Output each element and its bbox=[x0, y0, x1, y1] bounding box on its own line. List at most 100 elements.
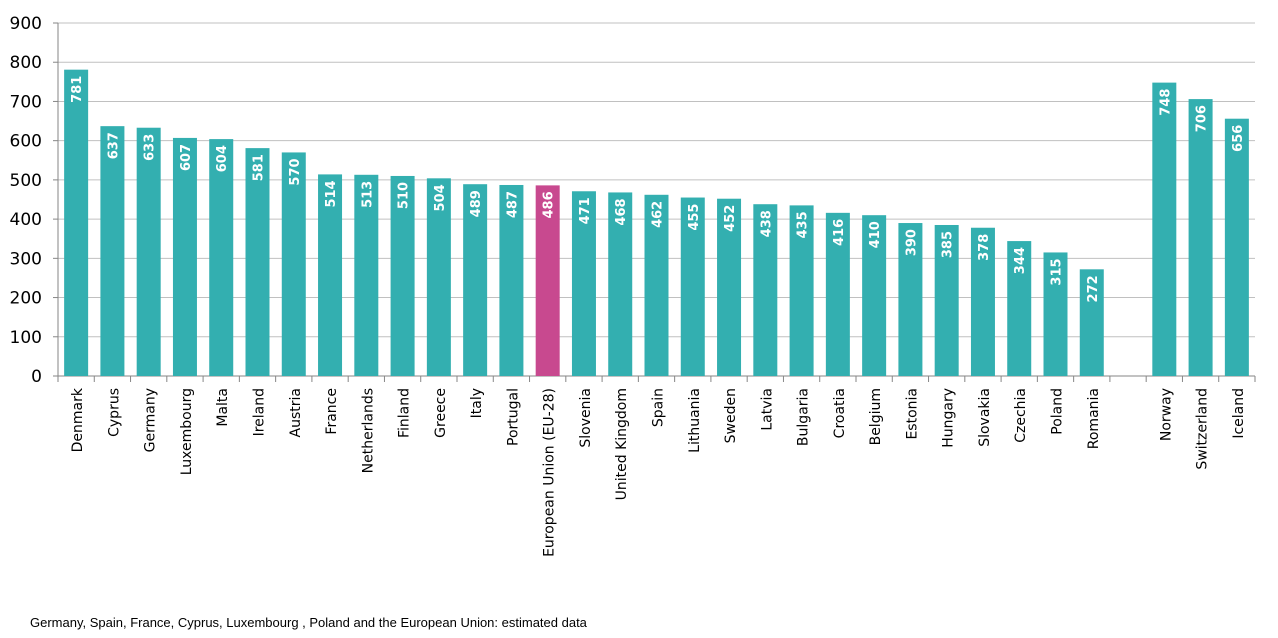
data-label: 455 bbox=[687, 204, 702, 231]
bar bbox=[1188, 99, 1213, 376]
x-tick-label: Netherlands bbox=[360, 388, 376, 473]
data-label: 315 bbox=[1050, 258, 1065, 285]
x-tick-label: Poland bbox=[1050, 388, 1066, 435]
bar bbox=[717, 198, 742, 376]
x-tick-label: Slovenia bbox=[578, 388, 594, 448]
x-tick-label: European Union (EU-28) bbox=[542, 388, 558, 557]
data-label: 748 bbox=[1158, 89, 1173, 116]
bar bbox=[571, 191, 596, 376]
data-label: 781 bbox=[70, 76, 85, 103]
data-label: 471 bbox=[578, 197, 593, 224]
data-label: 390 bbox=[904, 229, 919, 256]
x-tick-label: Ireland bbox=[252, 388, 268, 436]
x-tick-label: Switzerland bbox=[1195, 388, 1211, 470]
x-tick-label: Spain bbox=[651, 388, 667, 427]
bar bbox=[1152, 82, 1177, 377]
data-label: 416 bbox=[832, 219, 847, 246]
x-tick-label: Croatia bbox=[832, 388, 848, 438]
data-label: 452 bbox=[723, 205, 738, 232]
x-tick-label: Malta bbox=[215, 388, 231, 427]
x-tick-label: Hungary bbox=[941, 388, 957, 448]
bar bbox=[934, 224, 959, 376]
data-label: 637 bbox=[106, 132, 121, 159]
y-tick-label: 800 bbox=[10, 53, 42, 73]
bar bbox=[789, 205, 814, 376]
bar bbox=[390, 175, 415, 376]
x-tick-label: Lithuania bbox=[687, 388, 703, 453]
x-tick-label: France bbox=[324, 388, 340, 435]
x-tick-label: Norway bbox=[1158, 388, 1174, 441]
x-tick-label: United Kingdom bbox=[614, 388, 630, 500]
x-tick-label: Belgium bbox=[868, 388, 884, 445]
bar bbox=[318, 174, 343, 376]
x-tick-label: Romania bbox=[1086, 388, 1102, 449]
y-tick-label: 100 bbox=[10, 328, 42, 348]
data-label: 435 bbox=[796, 211, 811, 238]
bar-chart: 0 100 200 300 400 500 600 700 800 900 781 Denmark 63… bbox=[10, 14, 1256, 557]
x-tick-label: Denmark bbox=[70, 387, 86, 452]
data-label: 487 bbox=[505, 191, 520, 218]
y-tick-label: 400 bbox=[10, 210, 42, 230]
data-label: 385 bbox=[941, 231, 956, 258]
bar bbox=[898, 223, 923, 376]
x-tick-label: Greece bbox=[433, 388, 449, 438]
bar bbox=[1007, 241, 1032, 376]
bar bbox=[499, 184, 524, 376]
data-label: 706 bbox=[1195, 105, 1210, 132]
y-tick-label: 200 bbox=[10, 289, 42, 309]
y-tick-label: 500 bbox=[10, 171, 42, 191]
x-tick-label: Estonia bbox=[904, 388, 920, 440]
data-label: 513 bbox=[360, 181, 375, 208]
footnote: Germany, Spain, France, Cyprus, Luxembou… bbox=[30, 615, 587, 630]
bar bbox=[426, 178, 451, 376]
x-tick-label: Luxembourg bbox=[179, 388, 195, 475]
y-tick-label: 300 bbox=[10, 249, 42, 269]
bar bbox=[209, 139, 234, 376]
bar bbox=[64, 69, 89, 377]
data-label: 468 bbox=[614, 198, 629, 225]
y-tick-label: 600 bbox=[10, 132, 42, 152]
y-tick-label: 700 bbox=[10, 92, 42, 112]
bar bbox=[281, 152, 306, 376]
data-label: 486 bbox=[542, 191, 557, 218]
y-tick-label: 0 bbox=[31, 367, 42, 387]
data-label: 438 bbox=[759, 210, 774, 237]
x-tick-label: Cyprus bbox=[106, 388, 122, 437]
y-tick-label: 900 bbox=[10, 14, 42, 34]
data-label: 504 bbox=[433, 184, 448, 211]
bar bbox=[136, 127, 161, 377]
data-label: 344 bbox=[1013, 247, 1028, 274]
data-label: 633 bbox=[143, 134, 158, 161]
data-label: 410 bbox=[868, 221, 883, 248]
data-label: 656 bbox=[1231, 125, 1246, 152]
bar bbox=[100, 126, 125, 376]
bar bbox=[753, 204, 778, 376]
data-label: 570 bbox=[288, 158, 303, 185]
data-label: 489 bbox=[469, 190, 484, 217]
x-tick-label: Slovakia bbox=[977, 388, 993, 447]
x-tick-label: Czechia bbox=[1013, 388, 1029, 443]
x-tick-label: Germany bbox=[143, 388, 159, 452]
bar bbox=[535, 185, 560, 376]
x-tick-label: Latvia bbox=[759, 388, 775, 431]
x-tick-label: Iceland bbox=[1231, 388, 1247, 439]
data-label: 378 bbox=[977, 234, 992, 261]
data-label: 604 bbox=[215, 145, 230, 172]
bar bbox=[463, 184, 488, 376]
data-label: 272 bbox=[1086, 275, 1101, 302]
data-label: 514 bbox=[324, 180, 339, 207]
bar bbox=[644, 194, 669, 376]
bar bbox=[172, 137, 197, 376]
bar bbox=[245, 148, 270, 376]
bar bbox=[608, 192, 633, 376]
data-label: 581 bbox=[252, 154, 267, 181]
bar bbox=[970, 227, 995, 376]
x-tick-label: Austria bbox=[288, 388, 304, 437]
bar bbox=[1079, 269, 1104, 376]
x-tick-label: Italy bbox=[469, 388, 485, 418]
x-tick-label: Finland bbox=[397, 388, 413, 438]
bar bbox=[680, 197, 705, 376]
x-tick-label: Portugal bbox=[505, 388, 521, 446]
bar bbox=[1043, 252, 1068, 376]
bar bbox=[1224, 118, 1249, 377]
